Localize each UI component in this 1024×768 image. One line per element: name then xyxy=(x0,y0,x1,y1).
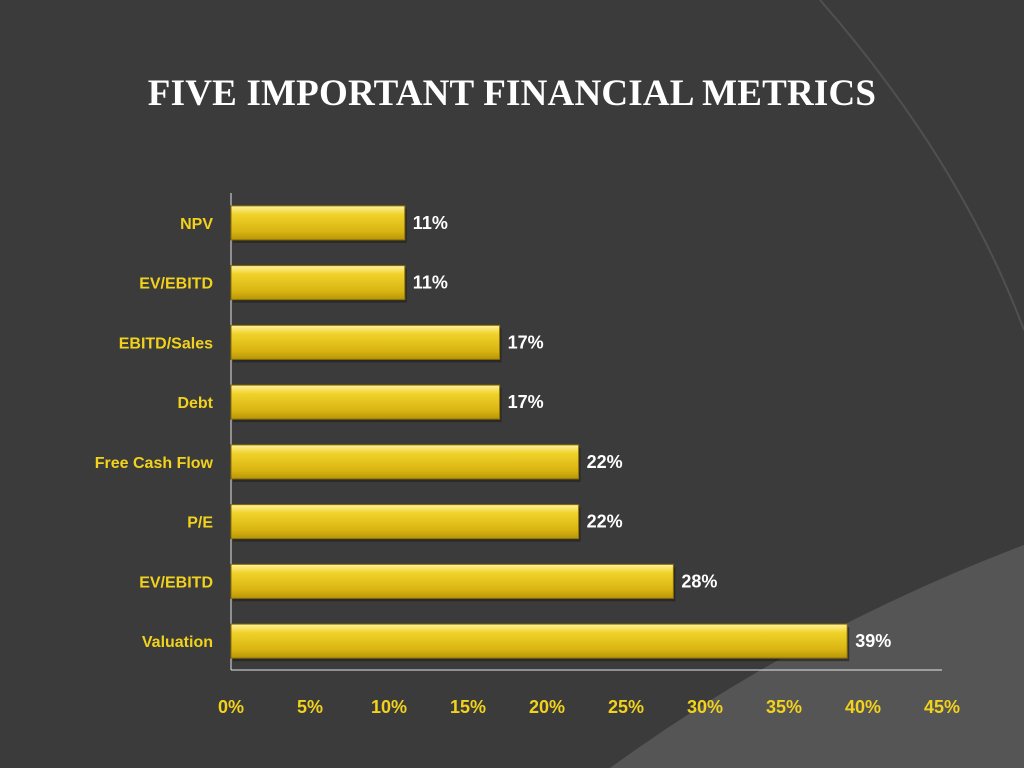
data-label: 22% xyxy=(587,452,623,472)
bar xyxy=(230,324,501,360)
category-label: Debt xyxy=(177,395,213,412)
category-label: EV/EBITD xyxy=(139,276,213,293)
x-tick-labels-group: 0% 5% 10% 15% 20% 25% 30% 35% 40% 45% xyxy=(218,697,960,717)
bar xyxy=(230,384,501,420)
data-label: 17% xyxy=(508,392,544,412)
category-label: NPV xyxy=(180,216,213,233)
x-tick-label: 20% xyxy=(529,697,565,717)
bars-group xyxy=(230,205,850,662)
x-tick-label: 40% xyxy=(845,697,881,717)
x-tick-label: 30% xyxy=(687,697,723,717)
data-label: 22% xyxy=(587,512,623,532)
data-label: 39% xyxy=(855,631,891,651)
bar xyxy=(230,623,848,659)
category-label: Valuation xyxy=(142,634,213,651)
bar xyxy=(230,205,406,241)
bar xyxy=(230,265,406,301)
category-label: Free Cash Flow xyxy=(95,455,214,472)
data-label: 28% xyxy=(681,571,717,591)
x-tick-label: 5% xyxy=(297,697,323,717)
bar xyxy=(230,563,674,599)
x-tick-label: 15% xyxy=(450,697,486,717)
bar xyxy=(230,444,580,480)
x-tick-label: 0% xyxy=(218,697,244,717)
data-label: 11% xyxy=(413,213,448,233)
slide-title: FIVE IMPORTANT FINANCIAL METRICS xyxy=(147,73,877,114)
x-tick-label: 25% xyxy=(608,697,644,717)
x-tick-label: 10% xyxy=(371,697,407,717)
bar xyxy=(230,504,580,540)
data-label: 11% xyxy=(413,273,448,293)
data-labels-group: 11% 11% 17% 17% 22% 22% 28% 39% xyxy=(413,213,891,651)
category-label: EBITD/Sales xyxy=(119,335,213,352)
category-label: EV/EBITD xyxy=(139,574,213,591)
data-label: 17% xyxy=(508,332,544,352)
category-labels-group: NPV EV/EBITD EBITD/Sales Debt Free Cash Flow… xyxy=(95,216,214,651)
background-curve xyxy=(819,0,1024,331)
x-tick-label: 45% xyxy=(924,697,960,717)
x-tick-label: 35% xyxy=(766,697,802,717)
category-label: P/E xyxy=(187,515,213,532)
